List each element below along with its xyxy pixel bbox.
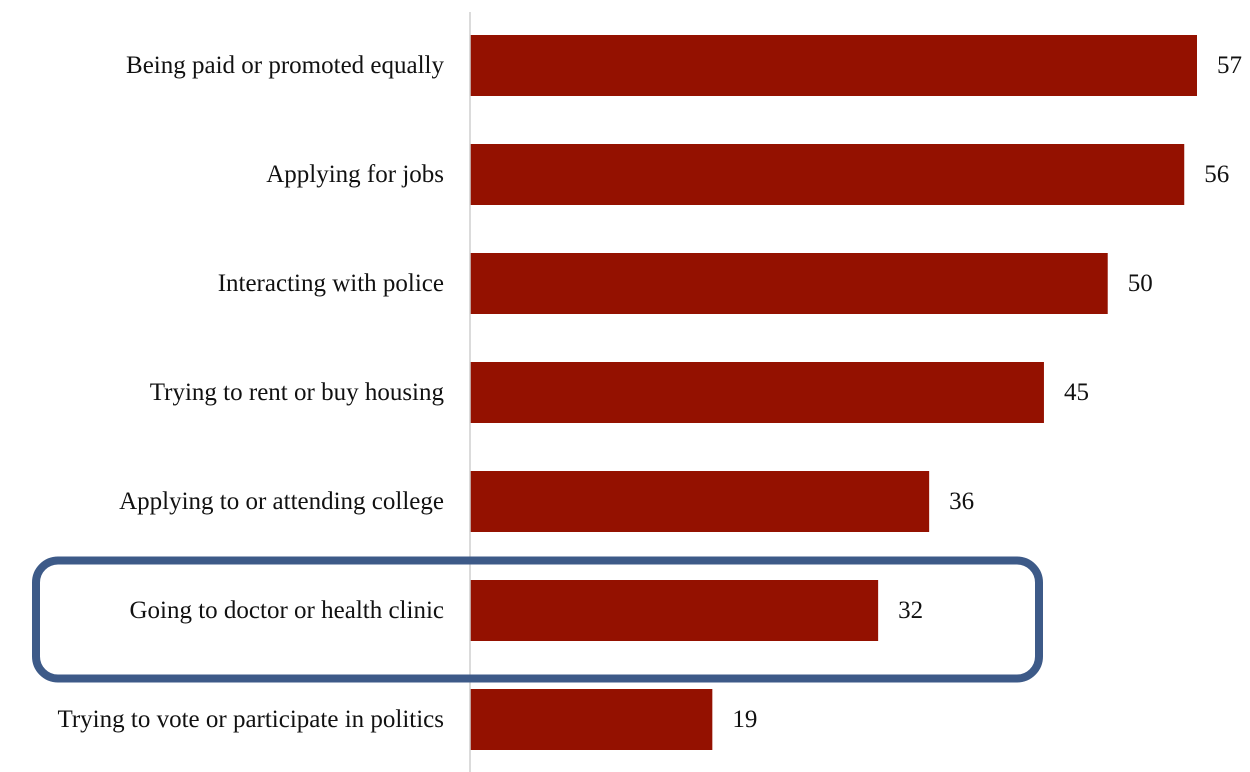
bar bbox=[470, 253, 1108, 314]
category-label: Going to doctor or health clinic bbox=[129, 597, 444, 624]
highlight-box bbox=[32, 556, 1043, 683]
category-label: Applying for jobs bbox=[266, 161, 444, 188]
value-label: 45 bbox=[1064, 379, 1089, 406]
bars-layer bbox=[470, 35, 1197, 750]
category-label: Interacting with police bbox=[218, 270, 444, 297]
labels-layer: Being paid or promoted equally 57 Applying… bbox=[57, 52, 1242, 733]
value-label: 19 bbox=[732, 706, 757, 733]
value-label: 56 bbox=[1204, 161, 1229, 188]
category-label: Applying to or attending college bbox=[119, 488, 444, 515]
value-label: 50 bbox=[1128, 270, 1153, 297]
value-label: 57 bbox=[1217, 52, 1242, 79]
category-label: Trying to rent or buy housing bbox=[150, 379, 445, 406]
bar bbox=[470, 35, 1197, 96]
value-label: 36 bbox=[949, 488, 974, 515]
bar bbox=[470, 362, 1044, 423]
category-label: Being paid or promoted equally bbox=[126, 52, 444, 79]
value-label: 32 bbox=[898, 597, 923, 624]
bar bbox=[470, 144, 1185, 205]
bar bbox=[470, 471, 930, 532]
category-label: Trying to vote or participate in politic… bbox=[57, 706, 444, 733]
bar bbox=[470, 580, 879, 641]
bar bbox=[470, 689, 713, 750]
